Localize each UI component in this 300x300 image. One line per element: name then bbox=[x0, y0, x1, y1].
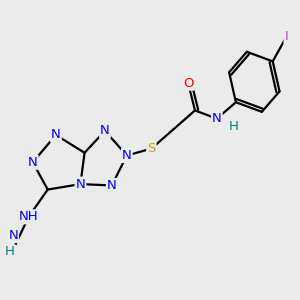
Text: N: N bbox=[9, 230, 19, 242]
Text: N: N bbox=[51, 128, 61, 142]
Text: I: I bbox=[284, 30, 288, 43]
Text: N: N bbox=[28, 156, 38, 169]
Text: N: N bbox=[107, 179, 117, 192]
Text: NH: NH bbox=[19, 210, 38, 223]
Text: H: H bbox=[229, 120, 239, 133]
Text: S: S bbox=[147, 142, 156, 155]
Text: N: N bbox=[100, 124, 110, 137]
Text: O: O bbox=[183, 77, 194, 90]
Text: N: N bbox=[122, 149, 132, 162]
Text: N: N bbox=[212, 112, 222, 125]
Text: H: H bbox=[5, 245, 15, 259]
Text: N: N bbox=[76, 178, 85, 190]
